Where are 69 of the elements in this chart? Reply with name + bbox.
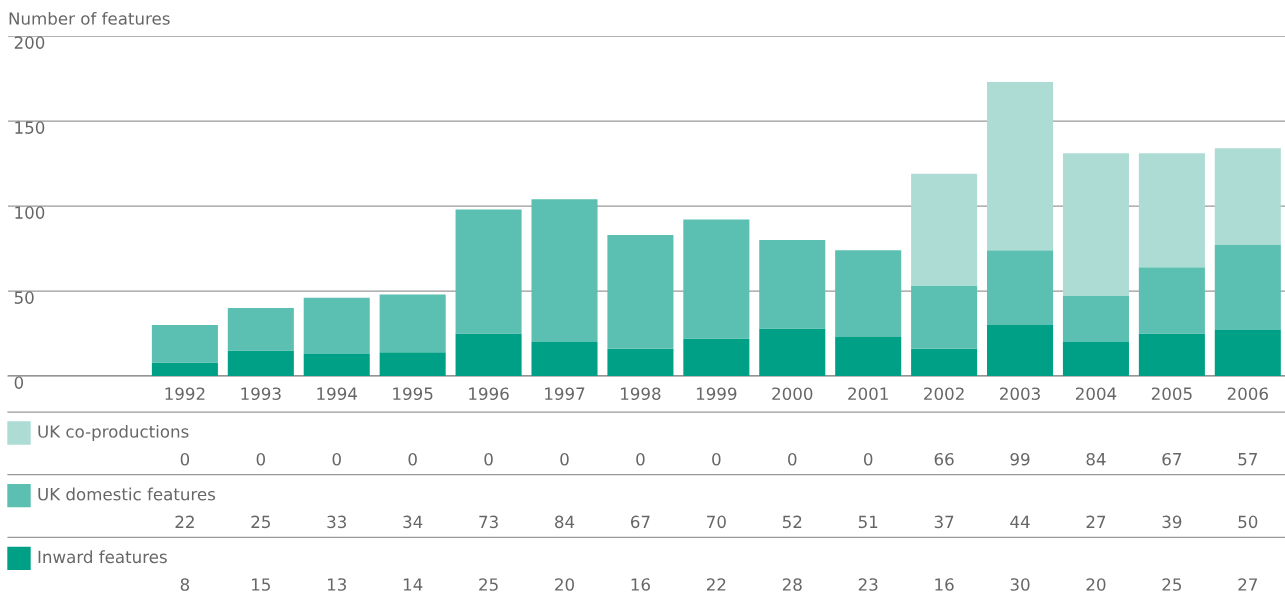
x-tick-label: 1993 [241,387,281,401]
x-tick-label: 2004 [1075,387,1117,401]
data-label: 25 [251,515,270,529]
data-label: 22 [706,578,726,591]
data-label: 0 [788,452,797,466]
data-label: 0 [484,452,493,466]
x-tick-label: 2001 [848,387,888,401]
data-label: 0 [712,452,721,466]
data-label: 0 [180,452,190,466]
data-label: 0 [560,452,569,466]
data-label: 70 [707,515,726,529]
data-label: 27 [1238,578,1257,591]
data-label: 0 [332,452,341,466]
data-label: 8 [180,578,190,591]
data-label: 52 [782,515,802,529]
data-label: 16 [631,578,650,591]
data-label: 14 [403,578,423,591]
data-label: 28 [782,578,802,591]
x-tick-label: 2006 [1227,387,1268,401]
data-label: 34 [403,515,423,529]
y-axis-title: Number of features [9,11,170,25]
x-tick-label: 2000 [772,387,813,401]
data-label: 25 [479,578,498,591]
y-tick-label: 150 [15,121,45,134]
x-tick-label: 1992 [165,387,205,401]
legend-label: UK co-productions [38,424,189,442]
y-tick-label: 0 [14,376,24,389]
data-label: 44 [1010,515,1030,528]
x-tick-label: 1997 [545,387,585,401]
legend-label: UK domestic features [38,487,216,501]
data-label: 27 [1086,515,1106,528]
data-label: 13 [327,578,347,591]
data-label: 30 [1010,578,1030,591]
data-label: 73 [479,515,498,529]
data-label: 37 [934,515,954,529]
data-label: 0 [863,452,873,466]
y-tick-label: 50 [14,291,34,304]
data-label: 57 [1238,453,1257,466]
data-label: 50 [1238,515,1258,529]
data-label: 15 [252,578,270,591]
x-tick-label: 2005 [1151,387,1192,401]
x-tick-label: 1996 [469,387,509,401]
data-label: 0 [408,452,417,466]
data-label: 0 [256,452,266,466]
x-tick-label: 1998 [621,387,661,401]
data-label: 16 [935,578,954,591]
data-label: 84 [1086,452,1106,466]
data-label: 66 [934,452,954,466]
data-label: 99 [1010,452,1030,466]
data-label: 39 [1162,515,1182,529]
x-tick-label: 2002 [924,387,964,401]
x-tick-label: 1995 [393,387,433,401]
x-tick-label: 2003 [1000,387,1040,401]
y-tick-label: 100 [15,206,45,219]
data-label: 67 [1162,452,1182,466]
data-label: 25 [1162,578,1182,591]
data-label: 67 [630,515,650,529]
x-tick-label: 1994 [317,387,358,401]
legend-label: Inward features [38,550,167,564]
data-label: 22 [175,515,194,528]
data-label: 51 [858,515,878,529]
data-label: 0 [636,452,645,466]
data-label: 20 [555,578,574,591]
x-tick-label: 1999 [696,387,737,401]
data-label: 84 [555,515,575,529]
data-label: 33 [327,515,347,529]
data-label: 20 [1086,578,1106,591]
data-label: 23 [858,578,878,591]
y-tick-label: 200 [14,36,45,49]
